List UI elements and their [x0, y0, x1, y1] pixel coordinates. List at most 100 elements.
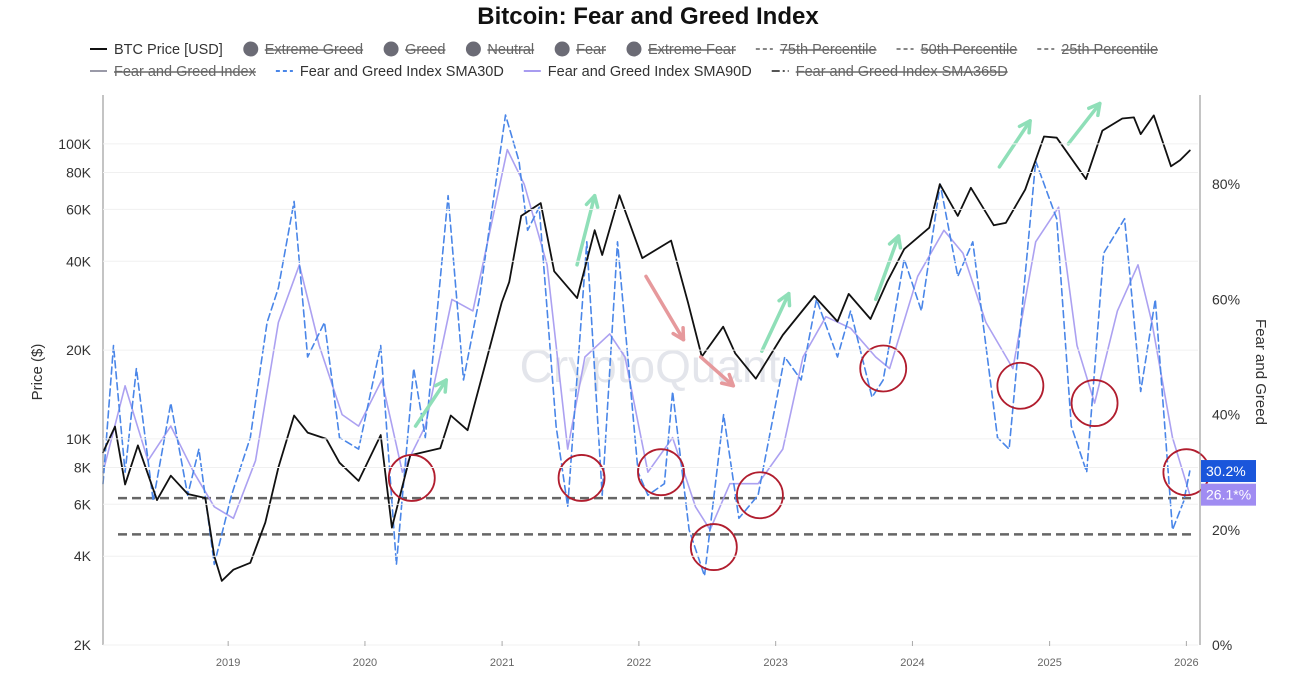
legend-label: 50th Percentile — [921, 42, 1018, 58]
legend-marker-dot — [383, 41, 399, 57]
x-tick-label: 2019 — [216, 657, 240, 669]
green-arrow-shaft — [1066, 101, 1102, 146]
green-arrow — [413, 378, 449, 428]
red-arrow-shaft — [644, 274, 686, 342]
green-arrow-shaft — [873, 234, 901, 302]
left-tick-label: 6K — [74, 496, 92, 512]
red-arrow — [644, 274, 686, 342]
fear-and-greed-index-sma30d-series-line — [102, 114, 1191, 577]
legend-item: 25th Percentile — [1037, 42, 1158, 58]
x-tick-label: 2025 — [1037, 657, 1061, 669]
legend-label: Fear — [576, 42, 606, 58]
x-tick-label: 2026 — [1174, 657, 1198, 669]
legend-item: Fear and Greed Index — [90, 64, 257, 80]
left-tick-label: 40K — [66, 253, 92, 269]
legend-marker-dot — [465, 41, 481, 57]
legend-label: 75th Percentile — [780, 42, 877, 58]
legend-label: Fear and Greed Index SMA30D — [300, 64, 504, 80]
end-value-badge: 26.1*% — [1201, 483, 1256, 506]
legend-marker-dot — [554, 41, 570, 57]
end-value-badge-bg — [1201, 483, 1256, 506]
chart-title: Bitcoin: Fear and Greed Index — [477, 3, 819, 30]
legend-item: Neutral — [465, 41, 534, 58]
legend-label: Greed — [405, 42, 445, 58]
green-arrow-shaft — [760, 291, 791, 353]
right-tick-label: 20% — [1212, 522, 1240, 538]
end-value-badge-bg — [1201, 460, 1256, 483]
green-arrow — [1066, 101, 1102, 146]
green-arrow-head — [433, 378, 449, 394]
annotation-circle — [736, 471, 784, 520]
annotation-circle — [557, 454, 606, 502]
legend-label: Fear and Greed Index SMA90D — [548, 64, 752, 80]
legend-label: Fear and Greed Index SMA365D — [796, 64, 1008, 80]
watermark: CryptoQuant — [520, 340, 781, 392]
end-value-badge-text: 30.2% — [1206, 463, 1246, 479]
legend-item: BTC Price [USD] — [90, 42, 223, 58]
annotation-circle — [1070, 379, 1119, 427]
annotation-circle — [387, 454, 436, 502]
annotation-circle — [637, 448, 685, 497]
green-arrow-head — [777, 291, 792, 308]
left-tick-label: 10K — [66, 431, 92, 447]
green-arrow — [760, 291, 792, 353]
legend-label: Fear and Greed Index — [114, 64, 257, 80]
legend-item: 50th Percentile — [896, 42, 1018, 58]
legend-label: BTC Price [USD] — [114, 42, 223, 58]
left-axis-title: Price ($) — [29, 344, 46, 401]
legend-item: Fear and Greed Index SMA365D — [771, 64, 1008, 80]
plot-area: 30.2% 26.1*% — [102, 101, 1256, 582]
left-tick-label: 2K — [74, 637, 92, 653]
legend-marker-dot — [243, 41, 259, 57]
legend-marker-dot — [626, 41, 642, 57]
annotation-circle — [996, 361, 1045, 410]
x-tick-label: 2022 — [627, 657, 651, 669]
x-tick-label: 2021 — [490, 657, 514, 669]
x-tick-label: 2020 — [353, 657, 377, 669]
green-arrow-shaft — [575, 193, 597, 267]
left-tick-label: 4K — [74, 548, 92, 564]
legend: BTC Price [USD] Extreme Greed Greed Neutral… — [90, 41, 1158, 80]
red-arrow-shaft — [698, 355, 736, 388]
end-value-badge: 30.2% — [1201, 460, 1256, 483]
legend-item: Extreme Fear — [626, 41, 736, 58]
legend-item: Greed — [383, 41, 445, 58]
green-arrow-head — [887, 234, 903, 250]
green-arrow — [873, 234, 903, 302]
right-tick-label: 40% — [1212, 407, 1240, 423]
end-value-badge-text: 26.1*% — [1206, 487, 1251, 503]
legend-item: Fear and Greed Index SMA90D — [523, 64, 752, 80]
annotation-circle — [689, 523, 738, 571]
red-arrow-head — [671, 325, 686, 342]
right-tick-label: 0% — [1212, 637, 1232, 653]
legend-label: Neutral — [487, 42, 534, 58]
legend-item: Fear — [554, 41, 606, 58]
green-arrow-head — [584, 193, 600, 210]
legend-item: 75th Percentile — [755, 42, 877, 58]
right-tick-label: 60% — [1212, 291, 1240, 307]
red-arrow-head — [719, 372, 736, 388]
x-tick-label: 2023 — [763, 657, 787, 669]
green-arrow-head — [1087, 101, 1102, 118]
legend-label: 25th Percentile — [1061, 42, 1158, 58]
x-tick-label: 2024 — [900, 657, 924, 669]
green-arrow-head — [1017, 119, 1032, 135]
right-tick-label: 80% — [1212, 176, 1240, 192]
green-arrow — [575, 193, 600, 267]
legend-item: Extreme Greed — [243, 41, 363, 58]
red-arrow — [698, 355, 736, 388]
right-axis-title: Fear and Greed — [1252, 319, 1269, 425]
annotation-circle — [859, 344, 908, 393]
green-arrow-shaft — [413, 378, 449, 428]
btc-price-usd-series-line — [102, 114, 1191, 582]
left-tick-label: 60K — [66, 201, 92, 217]
fear-and-greed-index-sma90d-series-line — [102, 148, 1191, 531]
legend-label: Extreme Fear — [648, 42, 736, 58]
left-tick-label: 8K — [74, 459, 92, 475]
left-tick-label: 20K — [66, 342, 92, 358]
legend-item: Fear and Greed Index SMA30D — [275, 64, 504, 80]
left-tick-label: 100K — [58, 136, 91, 152]
axes: 2K 4K 6K 8K 10K 20K 40K 60K 80K 100K 0% 20% 40% 60% 80… — [58, 95, 1240, 669]
left-tick-label: 80K — [66, 165, 92, 181]
